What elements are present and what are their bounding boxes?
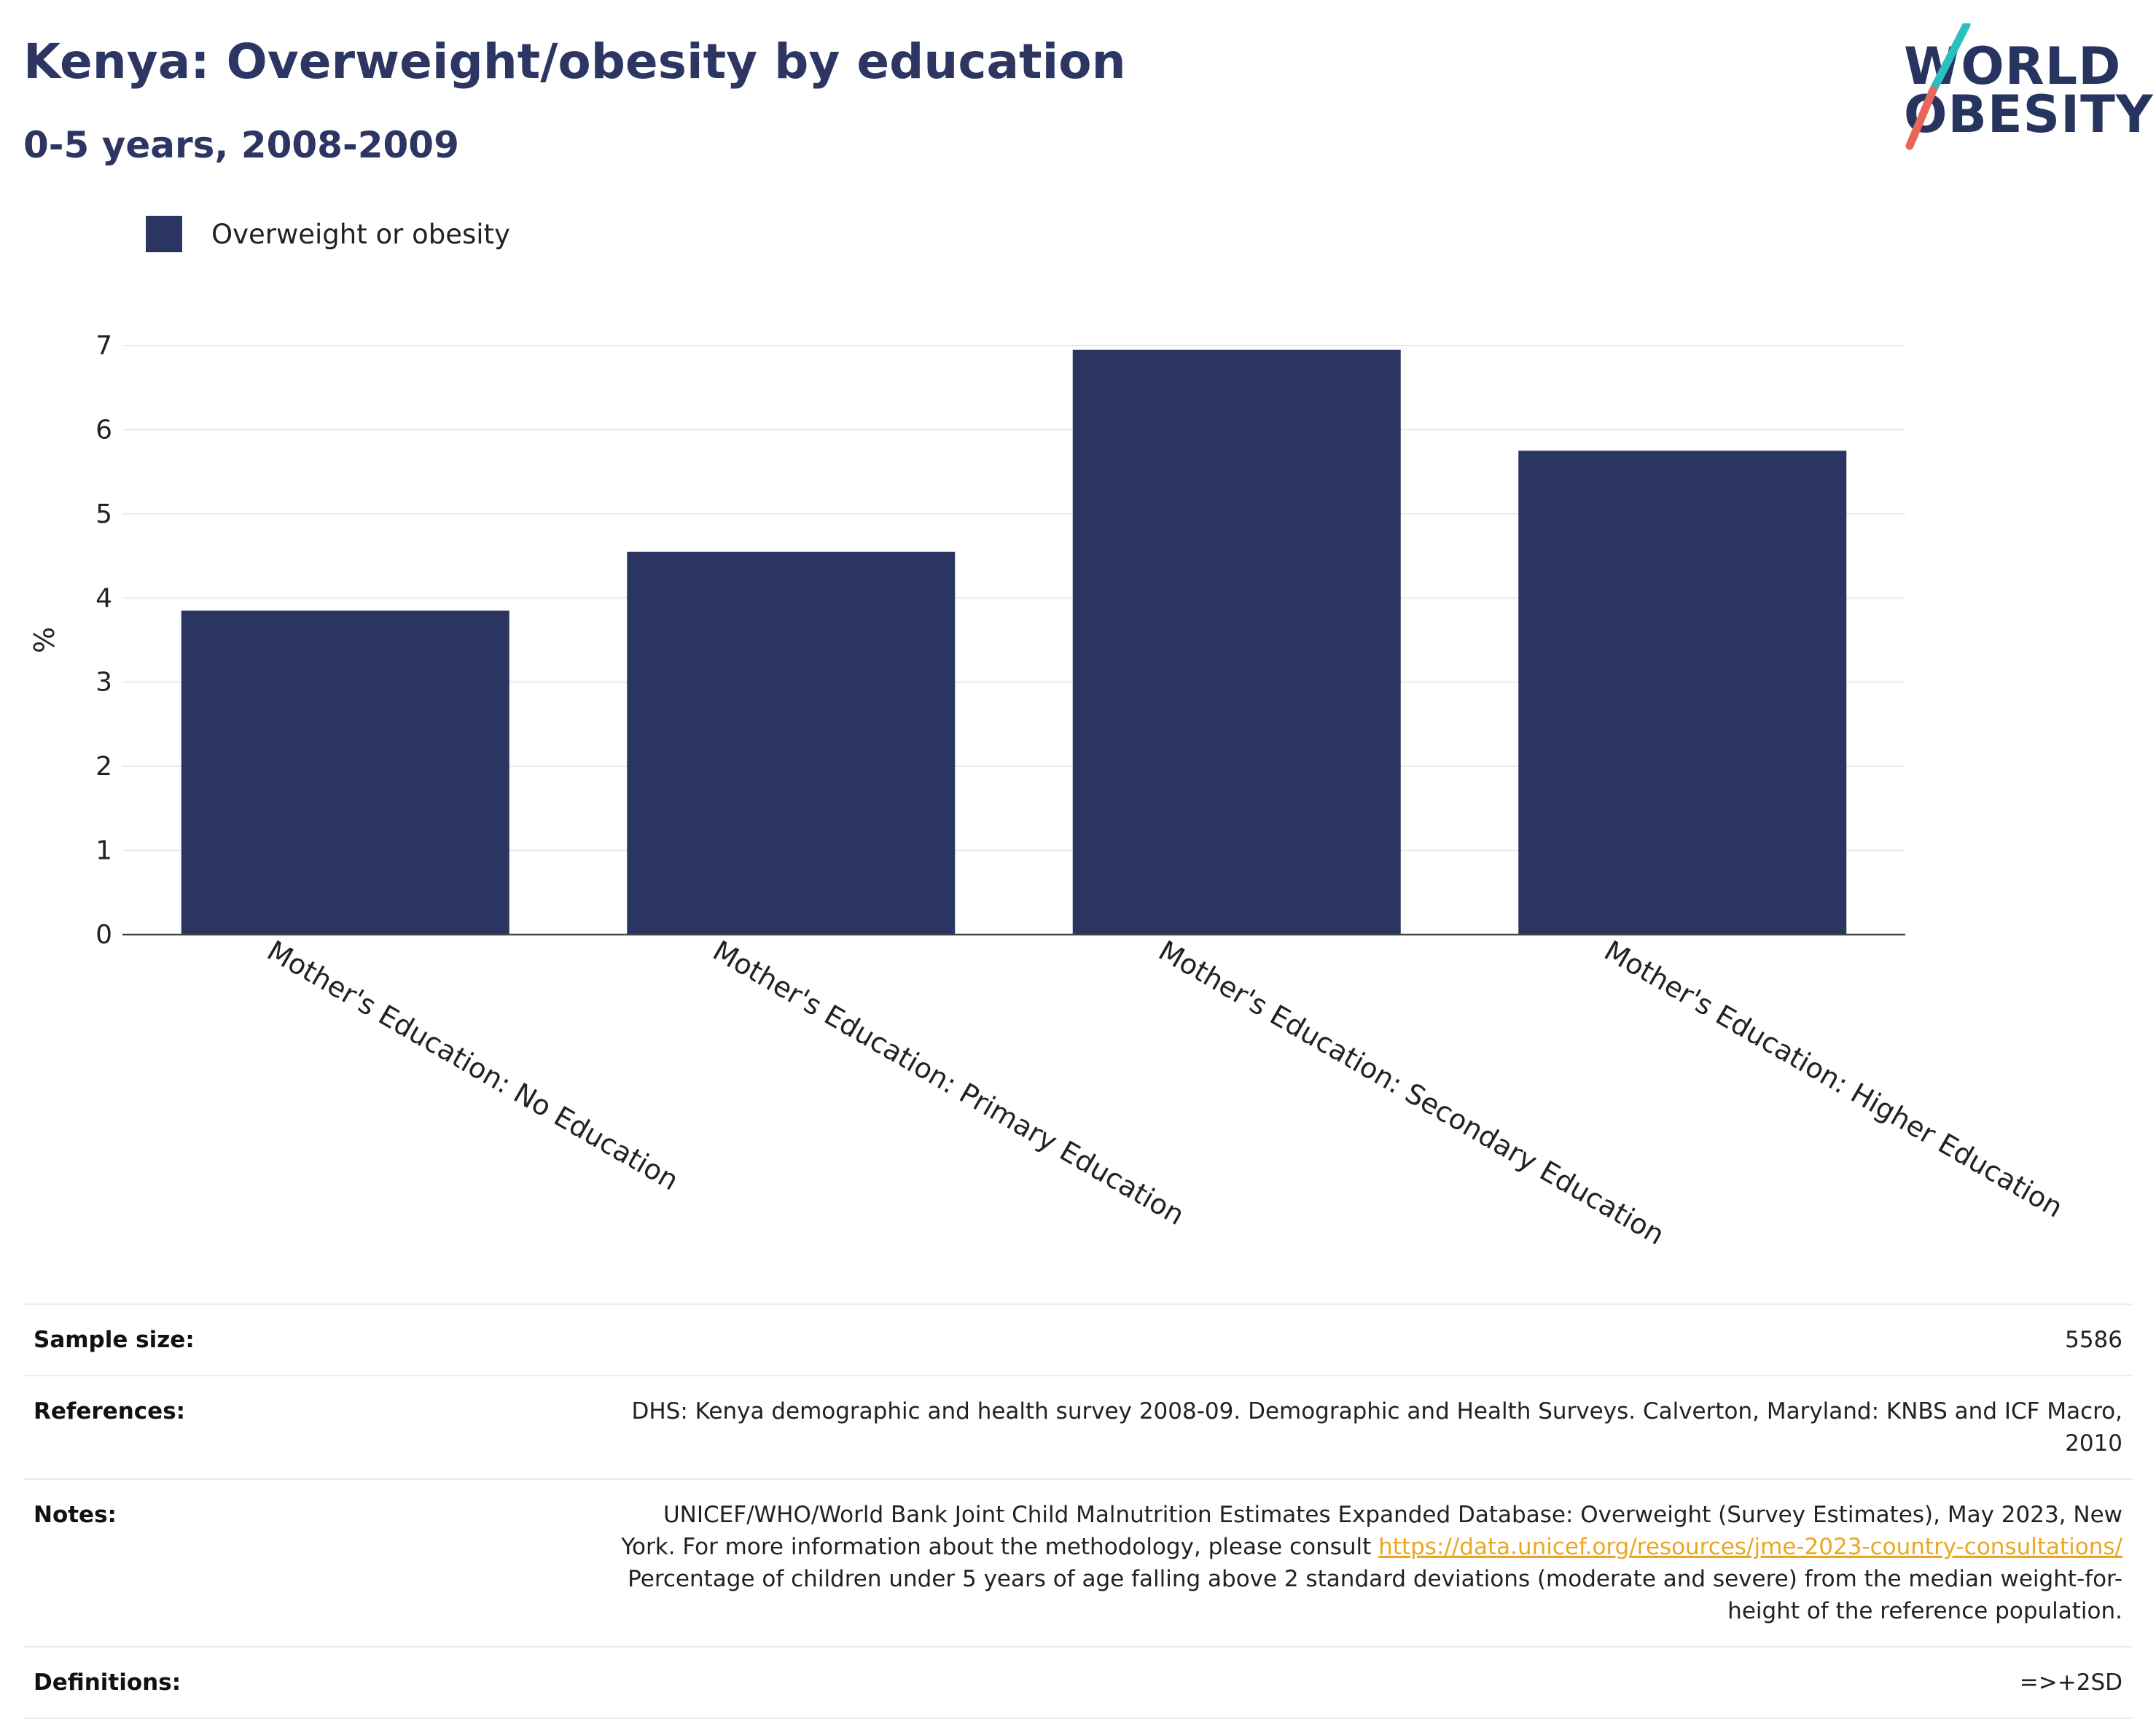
y-tick-label: 5 bbox=[95, 499, 112, 529]
info-row-definitions: Definitions: =>+2SD bbox=[23, 1648, 2133, 1719]
info-table: Sample size: 5586 References: DHS: Kenya… bbox=[23, 1303, 2133, 1719]
x-tick-label: Mother's Education: Primary Education bbox=[708, 935, 1190, 1231]
y-tick-label: 3 bbox=[95, 668, 112, 698]
legend-swatch bbox=[146, 216, 182, 252]
world-obesity-logo: WORLD OBESITY bbox=[1904, 23, 2154, 155]
x-tick-label: Mother's Education: Secondary Education bbox=[1153, 935, 1670, 1252]
info-row-references: References: DHS: Kenya demographic and h… bbox=[23, 1376, 2133, 1480]
bar-chart: 0 1 2 3 4 5 6 7% Mother's Education: No Educatio… bbox=[28, 331, 2069, 1252]
bar bbox=[1072, 349, 1401, 935]
logo-word-obesity: OBESITY bbox=[1904, 85, 2154, 144]
references-label: References: bbox=[34, 1398, 186, 1424]
y-tick-label: 7 bbox=[95, 331, 112, 361]
info-row-sample-size: Sample size: 5586 bbox=[23, 1305, 2133, 1376]
y-tick-label: 0 bbox=[95, 920, 112, 950]
sample-size-label: Sample size: bbox=[34, 1327, 195, 1353]
y-tick-label: 4 bbox=[95, 583, 112, 613]
legend-label: Overweight or obesity bbox=[211, 218, 510, 250]
notes-label: Notes: bbox=[34, 1502, 117, 1528]
references-value: DHS: Kenya demographic and health survey… bbox=[631, 1398, 2122, 1457]
notes-text-before: UNICEF/WHO/World Bank Joint Child Malnut… bbox=[621, 1502, 2122, 1560]
chart-legend: Overweight or obesity bbox=[146, 216, 510, 252]
sample-size-value: 5586 bbox=[2065, 1327, 2122, 1353]
x-tick-label: Mother's Education: Higher Education bbox=[1599, 935, 2069, 1224]
chart-title: Kenya: Overweight/obesity by education bbox=[23, 34, 1126, 90]
notes-value: UNICEF/WHO/World Bank Joint Child Malnut… bbox=[606, 1499, 2122, 1627]
info-row-notes: Notes: UNICEF/WHO/World Bank Joint Child… bbox=[23, 1480, 2133, 1648]
x-tick-label: Mother's Education: No Education bbox=[262, 935, 684, 1197]
logo-slash-icon bbox=[1905, 23, 1971, 150]
chart-subtitle: 0-5 years, 2008-2009 bbox=[23, 124, 459, 166]
notes-text-after: Percentage of children under 5 years of … bbox=[628, 1566, 2122, 1624]
bar bbox=[627, 551, 956, 935]
y-tick-label: 6 bbox=[95, 415, 112, 445]
y-tick-label: 1 bbox=[95, 836, 112, 866]
bar bbox=[1518, 451, 1847, 935]
bar bbox=[181, 610, 509, 935]
definitions-value: =>+2SD bbox=[2019, 1669, 2122, 1696]
definitions-label: Definitions: bbox=[34, 1669, 181, 1696]
y-axis-label: % bbox=[28, 627, 60, 653]
y-tick-label: 2 bbox=[95, 752, 112, 781]
methodology-link[interactable]: https://data.unicef.org/resources/jme-20… bbox=[1378, 1534, 2122, 1560]
